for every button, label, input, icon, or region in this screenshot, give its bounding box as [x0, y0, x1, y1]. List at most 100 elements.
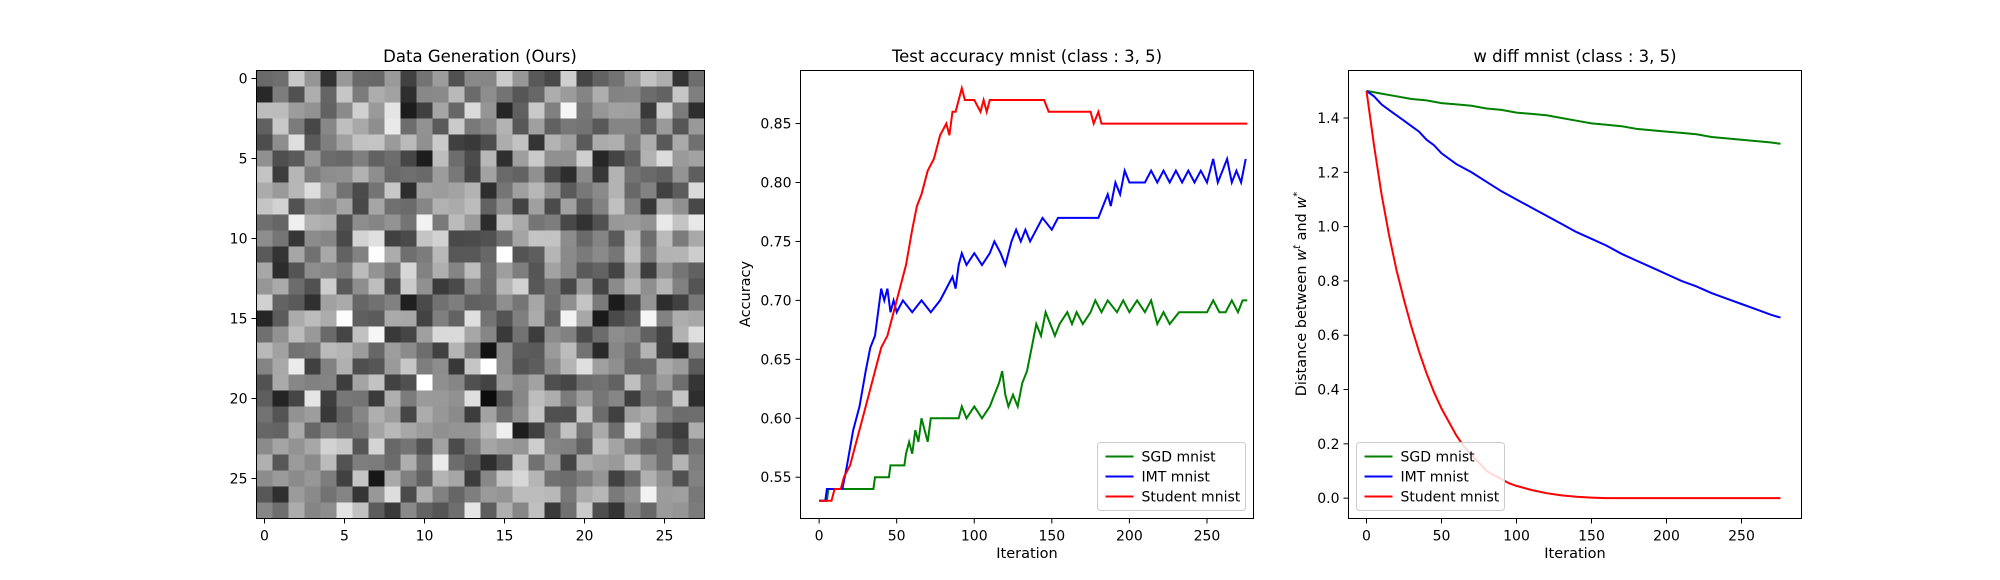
accuracy-y-ticks: 0.55 0.60 0.65 0.70 0.75 0.80 0.85 [760, 117, 801, 486]
heatmap-cell [528, 390, 545, 407]
wdiff-x-tick-label: 0 [1362, 529, 1371, 545]
heatmap-cell [640, 342, 657, 359]
heatmap-cell [272, 102, 289, 119]
heatmap-cell [320, 390, 337, 407]
heatmap-cell [288, 502, 305, 519]
heatmap-cell [688, 118, 705, 135]
heatmap-cell [688, 438, 705, 455]
heatmap-cell [416, 454, 433, 471]
heatmap-cell [320, 198, 337, 215]
heatmap-cell [640, 374, 657, 391]
heatmap-cell [304, 422, 321, 439]
heatmap-cell [432, 294, 449, 311]
heatmap-cell [464, 502, 481, 519]
heatmap-cell [624, 150, 641, 167]
heatmap-cell [256, 454, 273, 471]
heatmap-cell [336, 182, 353, 199]
heatmap-cell [656, 486, 673, 503]
heatmap-cell [480, 486, 497, 503]
heatmap-cell [576, 294, 593, 311]
heatmap-cell [544, 134, 561, 151]
wdiff-legend: SGD mnist IMT mnist Student mnist [1356, 442, 1505, 511]
heatmap-cell [416, 470, 433, 487]
heatmap-cell [336, 262, 353, 279]
heatmap-cell [640, 102, 657, 119]
heatmap-cell [256, 262, 273, 279]
heatmap-cell [528, 438, 545, 455]
heatmap-y-tick-label: 10 [230, 232, 248, 248]
heatmap-cell [416, 438, 433, 455]
heatmap-cell [288, 166, 305, 183]
heatmap-cell [288, 70, 305, 87]
heatmap-cell [256, 278, 273, 295]
heatmap-cell [688, 182, 705, 199]
heatmap-cell [528, 454, 545, 471]
heatmap-cell [464, 278, 481, 295]
heatmap-cell [560, 342, 577, 359]
heatmap-cell [352, 486, 369, 503]
heatmap-cell [688, 406, 705, 423]
heatmap-cell [592, 118, 609, 135]
heatmap-cell [416, 358, 433, 375]
heatmap-cell [560, 70, 577, 87]
heatmap-cell [272, 166, 289, 183]
heatmap-cell [416, 294, 433, 311]
heatmap-cell [256, 70, 273, 87]
heatmap-cell [512, 102, 529, 119]
heatmap-cell [640, 70, 657, 87]
heatmap-cell [560, 390, 577, 407]
heatmap-cell [336, 342, 353, 359]
panel-wdiff: w diff mnist (class : 3, 5) 0 50 100 150 200… [1292, 47, 1802, 562]
heatmap-cell [416, 310, 433, 327]
wdiff-series-imt-mnist [1365, 90, 1781, 319]
heatmap-cell [656, 70, 673, 87]
heatmap-cell [432, 422, 449, 439]
heatmap-cell [288, 134, 305, 151]
heatmap-cell [512, 310, 529, 327]
heatmap-cell [544, 502, 561, 519]
heatmap-cell [656, 326, 673, 343]
heatmap-cell [256, 342, 273, 359]
heatmap-cell [416, 198, 433, 215]
heatmap-cell [528, 470, 545, 487]
heatmap-cell [496, 102, 513, 119]
heatmap-cell [560, 454, 577, 471]
heatmap-cell [576, 470, 593, 487]
heatmap-cell [576, 374, 593, 391]
heatmap-cell [528, 86, 545, 103]
heatmap-cell [688, 422, 705, 439]
heatmap-cell [304, 150, 321, 167]
heatmap-cell [528, 102, 545, 119]
heatmap-cell [400, 230, 417, 247]
heatmap-cell [624, 374, 641, 391]
heatmap-cell [336, 438, 353, 455]
heatmap-cell [288, 102, 305, 119]
heatmap-cell [352, 454, 369, 471]
heatmap-cell [400, 358, 417, 375]
heatmap-cell [688, 326, 705, 343]
heatmap-cell [688, 358, 705, 375]
heatmap-cell [272, 422, 289, 439]
heatmap-cell [496, 326, 513, 343]
heatmap-cell [384, 262, 401, 279]
heatmap-cell [528, 246, 545, 263]
heatmap-cell [384, 358, 401, 375]
heatmap-cell [320, 278, 337, 295]
heatmap-cell [496, 182, 513, 199]
heatmap-cell [496, 390, 513, 407]
heatmap-cell [320, 406, 337, 423]
heatmap-cell [352, 390, 369, 407]
heatmap-cell [272, 70, 289, 87]
heatmap-x-tick-label: 20 [576, 529, 594, 545]
heatmap-cell [576, 406, 593, 423]
wdiff-y-tick-label: 0.8 [1317, 274, 1339, 290]
heatmap-cell [688, 294, 705, 311]
heatmap-cell [416, 502, 433, 519]
heatmap-cell [320, 486, 337, 503]
heatmap-cell [640, 166, 657, 183]
heatmap-cell [512, 166, 529, 183]
heatmap-cell [384, 406, 401, 423]
heatmap-cell [400, 278, 417, 295]
heatmap-cell [672, 502, 689, 519]
heatmap-cell [560, 182, 577, 199]
